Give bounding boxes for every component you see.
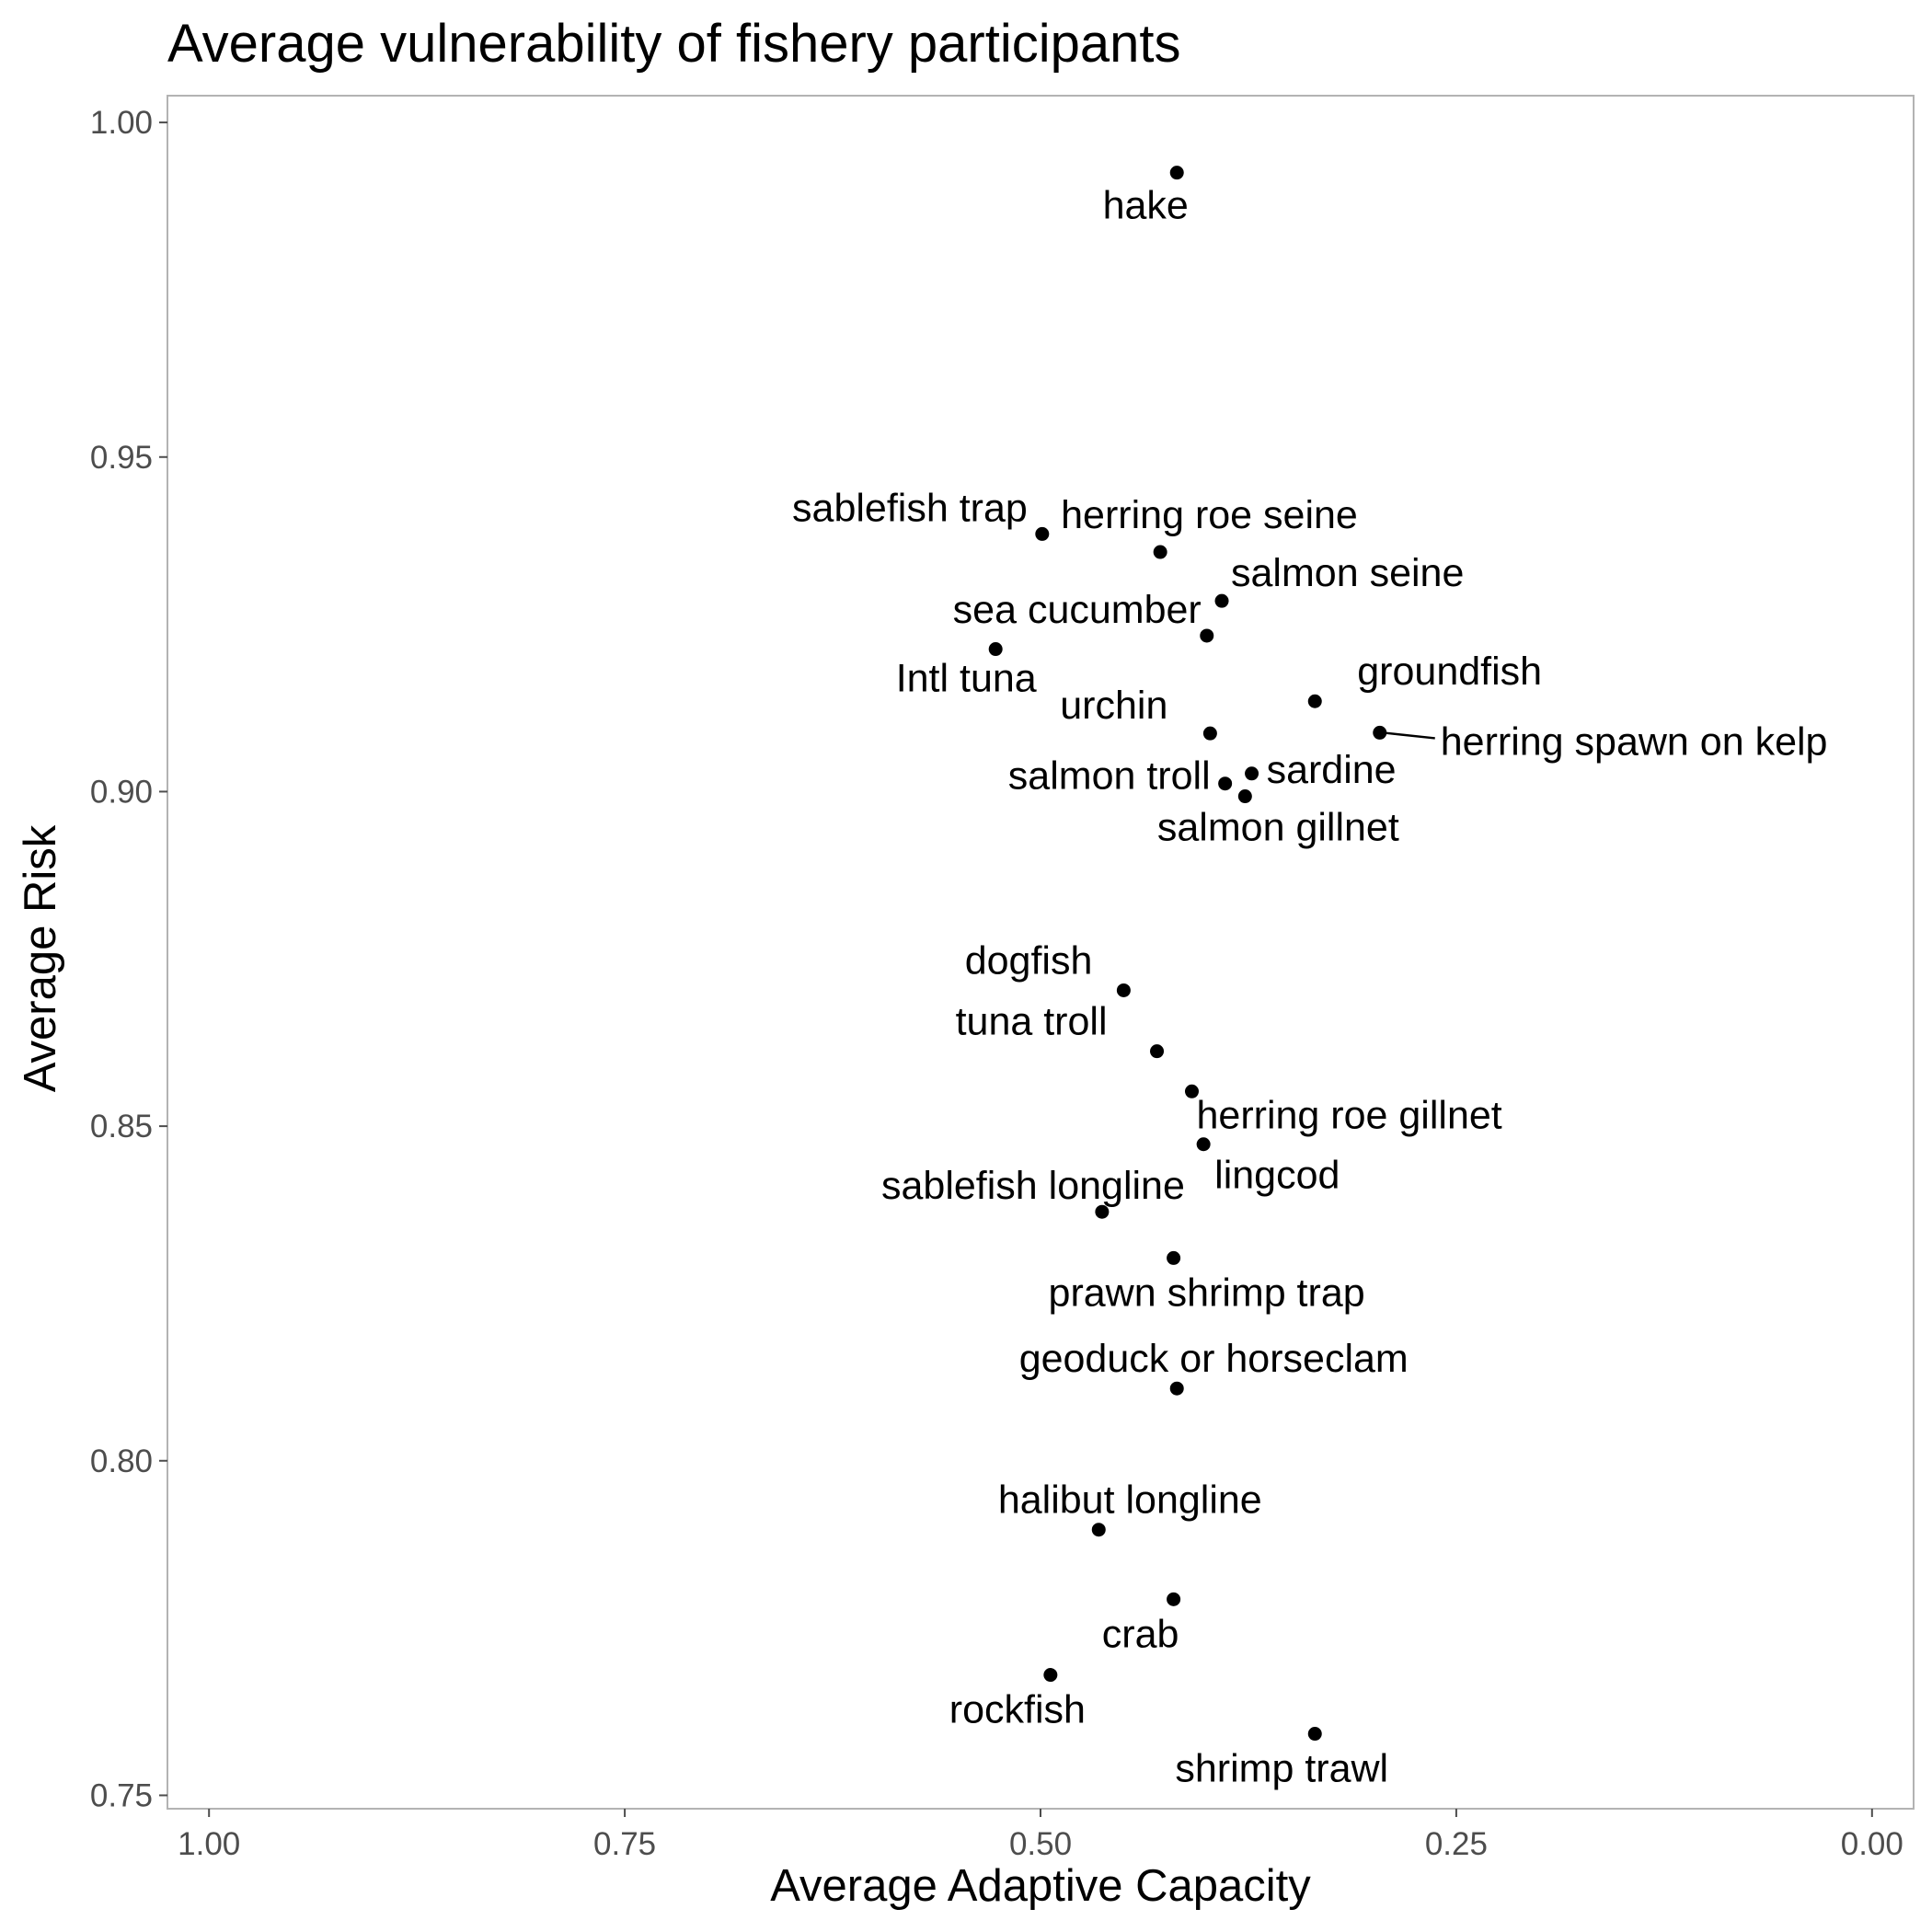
data-point (1307, 694, 1322, 708)
point-label: tuna troll (956, 1000, 1108, 1044)
data-point (1169, 1381, 1184, 1396)
data-point (1116, 983, 1131, 997)
point-label: salmon seine (1231, 551, 1464, 595)
point-label: salmon troll (1008, 754, 1211, 799)
point-label: herring spawn on kelp (1441, 719, 1828, 764)
point-label: hake (1103, 184, 1189, 228)
point-label: crab (1102, 1612, 1179, 1656)
point-label: sablefish trap (792, 486, 1028, 530)
point-label: herring roe seine (1061, 493, 1358, 537)
point-label: halibut longline (998, 1478, 1262, 1523)
point-label: lingcod (1214, 1154, 1340, 1198)
chart-title: Average vulnerability of fishery partici… (167, 14, 1181, 74)
data-point (1167, 1250, 1181, 1265)
x-tick-label: 1.00 (178, 1826, 240, 1862)
data-point (1167, 1592, 1181, 1606)
data-point (1095, 1204, 1110, 1219)
point-label: Intl tuna (896, 657, 1037, 701)
x-tick-label: 0.00 (1841, 1826, 1903, 1862)
data-points (988, 166, 1387, 1742)
data-point (1091, 1523, 1106, 1537)
axis-ticks: 1.00 0.75 0.50 0.25 0.00 0.75 0.80 0.85 0.90 0.95… (90, 105, 1903, 1862)
x-tick-label: 0.75 (593, 1826, 656, 1862)
point-label: salmon gillnet (1157, 806, 1399, 850)
leader-line (1383, 731, 1435, 740)
point-label: rockfish (949, 1688, 1086, 1732)
point-label: sea cucumber (953, 588, 1202, 632)
data-point (1150, 1044, 1165, 1059)
y-tick-label: 0.95 (90, 440, 153, 476)
point-label: geoduck or horseclam (1019, 1337, 1409, 1381)
label-leaders (1383, 731, 1435, 740)
data-point (1196, 1137, 1211, 1152)
x-tick-label: 0.50 (1009, 1826, 1072, 1862)
data-point (1373, 725, 1387, 740)
x-axis-title: Average Adaptive Capacity (770, 1861, 1311, 1911)
data-point (1043, 1668, 1058, 1683)
x-tick-label: 0.25 (1425, 1826, 1488, 1862)
y-tick-label: 0.85 (90, 1109, 153, 1144)
point-label: herring roe gillnet (1196, 1093, 1501, 1137)
data-point (1035, 526, 1050, 541)
point-label: dogfish (965, 938, 1093, 983)
point-label: sablefish longline (881, 1164, 1185, 1208)
data-point (988, 642, 1003, 657)
point-label: urchin (1060, 684, 1167, 728)
data-point (1200, 628, 1214, 643)
data-point (1202, 726, 1217, 741)
data-point (1169, 166, 1184, 180)
y-tick-label: 0.75 (90, 1777, 153, 1813)
y-axis-title: Average Risk (16, 824, 65, 1093)
data-point (1153, 545, 1167, 559)
data-point (1237, 789, 1252, 804)
y-tick-label: 0.90 (90, 774, 153, 810)
data-point (1245, 766, 1259, 781)
point-label: prawn shrimp trap (1049, 1271, 1365, 1315)
data-point (1184, 1084, 1199, 1098)
y-tick-label: 0.80 (90, 1443, 153, 1479)
data-point (1307, 1727, 1322, 1742)
y-tick-label: 1.00 (90, 105, 153, 141)
point-label: groundfish (1357, 650, 1542, 694)
data-point (1218, 776, 1233, 791)
point-label: sardine (1267, 748, 1397, 792)
point-labels: hake sablefish trap herring roe seine salmo… (792, 184, 1827, 1791)
point-label: shrimp trawl (1175, 1747, 1388, 1791)
data-point (1214, 593, 1229, 608)
